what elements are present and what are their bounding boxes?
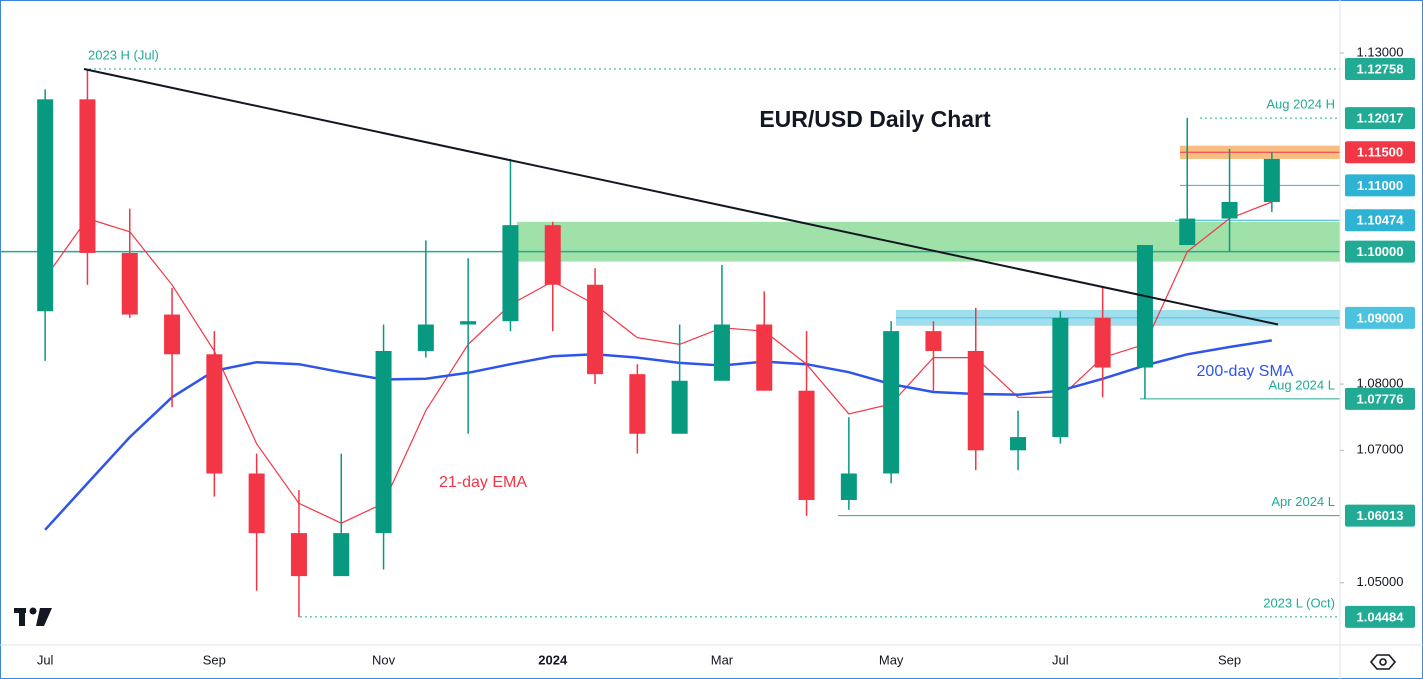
candle-body [967, 350, 984, 451]
indicator-label: 200-day SMA [1197, 363, 1294, 380]
candle-body [587, 284, 604, 375]
candle-body [1010, 437, 1027, 451]
candle-body [1052, 317, 1069, 438]
x-tick-label: Jul [1052, 652, 1069, 667]
candle-body [671, 380, 688, 434]
x-tick-label: May [879, 652, 904, 667]
candle-body [164, 314, 181, 355]
candle-body [460, 321, 477, 325]
candle-body [883, 331, 900, 474]
y-tick-label: 1.08000 [1357, 376, 1404, 391]
candle-body [629, 374, 646, 434]
level-note: 2023 L (Oct) [1263, 595, 1335, 610]
candle-body [333, 533, 350, 577]
x-tick-label: Mar [711, 652, 734, 667]
settings-button[interactable] [1369, 654, 1397, 670]
candle-body [502, 225, 519, 322]
tradingview-logo [14, 607, 52, 626]
candle-body [544, 225, 561, 285]
level-note: Aug 2024 L [1268, 377, 1335, 392]
price-box-label: 1.06013 [1357, 508, 1404, 523]
candle-body [1094, 317, 1111, 368]
candle-body [840, 473, 857, 500]
candle-body [1263, 158, 1280, 202]
x-tick-label: Sep [203, 652, 226, 667]
zone [517, 221, 1340, 262]
trendline [83, 68, 1279, 326]
candle-body [713, 324, 730, 381]
price-box [1345, 605, 1415, 628]
price-box-label: 1.12758 [1357, 61, 1404, 76]
axes: 1.12758 1.12017 1.11500 1.11000 1.10474 1.100… [37, 44, 1415, 667]
price-box [1345, 58, 1415, 81]
price-box [1345, 209, 1415, 232]
candles [37, 68, 1280, 618]
levels [0, 68, 1340, 618]
price-box [1345, 387, 1415, 410]
candle-body [248, 473, 265, 534]
level-note: Aug 2024 H [1266, 97, 1335, 112]
candle-body [1221, 201, 1238, 219]
candle-body [121, 252, 138, 315]
candle-body [375, 350, 392, 534]
candle-body [290, 533, 307, 577]
y-tick-label: 1.05000 [1357, 574, 1404, 589]
price-box [1345, 141, 1415, 164]
price-box [1345, 504, 1415, 527]
y-tick-label: 1.13000 [1357, 44, 1404, 59]
y-tick-label: 1.07000 [1357, 442, 1404, 457]
price-box-label: 1.09000 [1357, 310, 1404, 325]
candle-body [1136, 245, 1153, 368]
price-box-label: 1.12017 [1357, 111, 1404, 126]
price-box [1345, 174, 1415, 197]
x-tick-label: Jul [37, 652, 54, 667]
candle-body [798, 390, 815, 500]
level-note: Apr 2024 L [1271, 494, 1335, 509]
candle-body [925, 331, 942, 351]
price-box-label: 1.07776 [1357, 391, 1404, 406]
price-box [1345, 107, 1415, 130]
candle-body [37, 99, 54, 312]
price-box-label: 1.11000 [1357, 178, 1403, 193]
candle-body [417, 324, 434, 351]
x-tick-label: Sep [1218, 652, 1241, 667]
price-box [1345, 240, 1415, 263]
price-box-label: 1.11500 [1357, 145, 1403, 160]
price-box-label: 1.04484 [1357, 609, 1405, 624]
annotations: 2023 H (Jul) Aug 2024 H Aug 2024 L Apr 2024… [83, 47, 1335, 610]
candle-body [206, 354, 223, 474]
indicator-label: 21-day EMA [439, 474, 527, 491]
price-box-label: 1.10000 [1357, 244, 1404, 259]
chart-title: EUR/USD Daily Chart [759, 106, 991, 132]
x-tick-label: 2024 [538, 652, 568, 667]
candle-body [1179, 218, 1196, 246]
price-box-label: 1.10474 [1357, 213, 1405, 228]
candle-body [79, 99, 96, 253]
level-note: 2023 H (Jul) [88, 47, 159, 62]
candle-body [756, 324, 773, 391]
x-tick-label: Nov [372, 652, 396, 667]
price-box [1345, 306, 1415, 329]
